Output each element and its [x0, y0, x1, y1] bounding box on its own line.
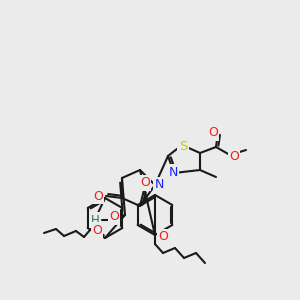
Text: O: O [140, 176, 150, 190]
Text: S: S [179, 140, 187, 152]
Text: O: O [208, 127, 218, 140]
Text: O: O [158, 230, 168, 244]
Text: N: N [168, 166, 178, 178]
Text: H: H [91, 214, 99, 226]
Text: O: O [229, 149, 239, 163]
Text: N: N [154, 178, 164, 191]
Text: O: O [93, 190, 103, 202]
Text: O: O [92, 224, 102, 236]
Text: O: O [109, 211, 119, 224]
